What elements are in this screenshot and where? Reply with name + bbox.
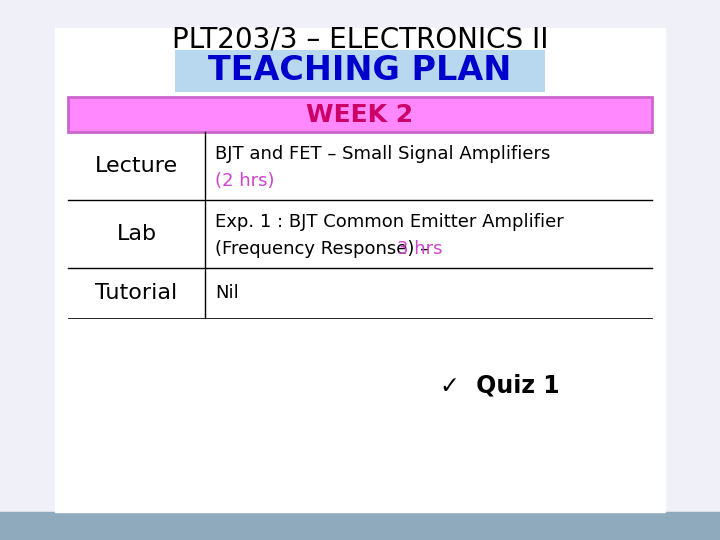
Text: Lab: Lab <box>117 224 156 244</box>
Text: PLT203/3 – ELECTRONICS II: PLT203/3 – ELECTRONICS II <box>172 26 548 54</box>
Text: BJT and FET – Small Signal Amplifiers: BJT and FET – Small Signal Amplifiers <box>215 145 550 163</box>
Bar <box>0 512 720 540</box>
Text: Tutorial: Tutorial <box>95 283 178 303</box>
Text: Lecture: Lecture <box>95 156 178 176</box>
FancyBboxPatch shape <box>175 50 545 92</box>
Text: (Frequency Response) –: (Frequency Response) – <box>215 240 435 258</box>
Text: (2 hrs): (2 hrs) <box>215 172 274 190</box>
Text: ✓  Quiz 1: ✓ Quiz 1 <box>440 373 560 397</box>
Text: Nil: Nil <box>215 284 239 302</box>
Text: Exp. 1 : BJT Common Emitter Amplifier: Exp. 1 : BJT Common Emitter Amplifier <box>215 213 564 231</box>
Text: 3 hrs: 3 hrs <box>397 240 443 258</box>
Text: TEACHING PLAN: TEACHING PLAN <box>208 55 512 87</box>
Text: WEEK 2: WEEK 2 <box>307 103 413 126</box>
Bar <box>55 28 665 512</box>
FancyBboxPatch shape <box>68 97 652 132</box>
